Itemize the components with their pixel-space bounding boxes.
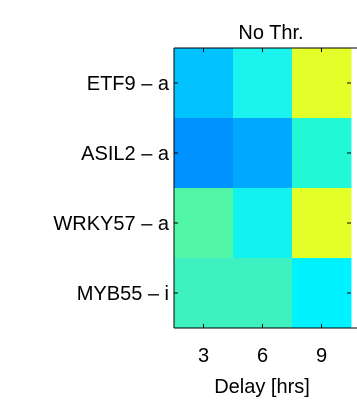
heatmap-cell bbox=[174, 188, 234, 259]
x-axis-label: Delay [hrs] bbox=[214, 376, 310, 398]
x-tick-label: 3 bbox=[198, 345, 209, 367]
heatmap-cell bbox=[292, 48, 352, 119]
y-tick-labels: ETF9 – a ASIL2 – a WRKY57 – a MYB55 – i bbox=[53, 73, 169, 305]
heatmap-cell bbox=[174, 258, 234, 329]
heatmap-cell bbox=[233, 118, 293, 189]
y-tick-label: ETF9 – a bbox=[87, 73, 170, 95]
x-tick-label: 6 bbox=[257, 345, 268, 367]
heatmap-cell bbox=[233, 258, 293, 329]
y-tick-label: ASIL2 – a bbox=[81, 143, 170, 165]
heatmap-cell bbox=[233, 48, 293, 119]
heatmap-cell bbox=[174, 118, 234, 189]
chart-title: No Thr. bbox=[238, 22, 303, 44]
heatmap-cells bbox=[174, 48, 352, 329]
y-tick-label: MYB55 – i bbox=[77, 283, 169, 305]
axes bbox=[173, 47, 357, 329]
y-tick-label: WRKY57 – a bbox=[53, 213, 169, 235]
x-tick-label: 9 bbox=[316, 345, 327, 367]
heatmap-cell bbox=[292, 258, 352, 329]
x-tick-labels: 3 6 9 bbox=[198, 345, 327, 367]
heatmap-cell bbox=[174, 48, 234, 119]
heatmap-cell bbox=[292, 188, 352, 259]
heatmap-cell bbox=[233, 188, 293, 259]
heatmap-cell bbox=[292, 118, 352, 189]
